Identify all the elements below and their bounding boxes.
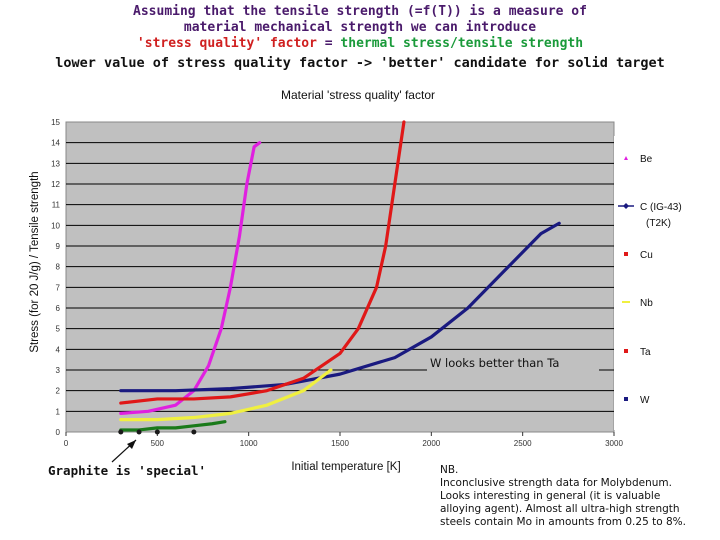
graphite-point [191,429,197,435]
graphite-arrow-head [127,440,136,449]
x-tick-label: 1000 [240,439,258,448]
graphite-point [118,429,124,435]
header-line-3-part2: = [316,36,341,51]
note-line-5: steels contain Mo in amounts from 0.25 t… [440,516,686,528]
header-line-3: 'stress quality' factor = thermal stress… [0,36,720,52]
graphite-point [136,429,142,435]
y-tick-label: 8 [56,263,61,272]
y-tick-label: 12 [51,180,60,189]
header-line-2: material mechanical strength we can intr… [183,20,537,35]
y-tick-label: 1 [56,407,61,416]
legend-marker [623,203,629,209]
y-tick-label: 11 [52,201,61,210]
graphite-annotation: Graphite is 'special' [48,463,207,478]
legend-label: Cu [640,250,653,261]
series-group [118,120,561,435]
header-line-3-part1: 'stress quality' factor [136,36,317,51]
series-line-be [119,141,262,415]
legend-label: Nb [640,298,653,309]
y-tick-label: 4 [56,345,61,354]
y-tick-label: 9 [56,242,61,251]
note-block: NB. Inconclusive strength data for Molyb… [440,464,715,529]
note-line-2: Inconclusive strength data for Molybdenu… [440,477,672,489]
x-tick-label: 500 [151,439,165,448]
note-line-1: NB. [440,464,459,476]
x-tick-label: 3000 [605,439,623,448]
y-tick-label: 5 [56,325,61,334]
legend-box [614,136,694,430]
y-tick-label: 0 [56,428,61,437]
header-line-4: lower value of stress quality factor -> … [55,55,665,71]
legend-marker [624,349,628,353]
legend-label: Be [640,154,653,165]
x-tick-label: 2500 [514,439,532,448]
y-tick-label: 13 [51,159,60,168]
header-line-3-part3: thermal stress/tensile strength [340,36,584,51]
x-axis-label: Initial temperature [K] [291,461,400,473]
x-tick-label: 1500 [331,439,349,448]
grid [66,142,614,412]
chart-title: Material 'stress quality' factor [281,88,435,102]
x-tick-label: 0 [64,439,69,448]
header-line-1: Assuming that the tensile strength (=f(T… [133,4,587,19]
annotation-bg [427,354,599,372]
y-tick-label: 2 [56,387,61,396]
legend-marker [624,156,628,160]
y-tick-label: 7 [56,283,61,292]
graphite-point [154,429,160,435]
plot-area [65,121,615,433]
note-line-3: Looks interesting in general (it is valu… [440,490,661,502]
series-line-c [119,221,561,393]
w-better-annotation: W looks better than Ta [430,356,560,370]
series-line-nb [119,368,333,422]
legend-label: Ta [640,347,651,358]
legend-marker [624,252,628,256]
legend-marker [624,397,628,401]
x-tick-label: 2000 [422,439,440,448]
legend-label: W [640,395,650,406]
series-line-cu [119,120,406,405]
y-tick-label: 15 [51,118,60,127]
y-tick-label: 10 [51,221,60,230]
legend: Be C (IG-43) (T2K) Cu Nb Ta W [618,154,682,406]
legend-label-2: (T2K) [646,218,671,229]
y-tick-label: 3 [56,366,61,375]
legend-label: C (IG-43) [640,202,682,213]
y-tick-label: 6 [56,304,61,313]
y-axis-label: Stress (for 20 J/g) / Tensile strength [29,171,41,352]
x-axis-ticks: 0 500 1000 1500 2000 2500 3000 [64,432,623,448]
note-line-4: alloying agent). Almost all ultra-high s… [440,503,680,515]
y-tick-label: 14 [51,139,60,148]
